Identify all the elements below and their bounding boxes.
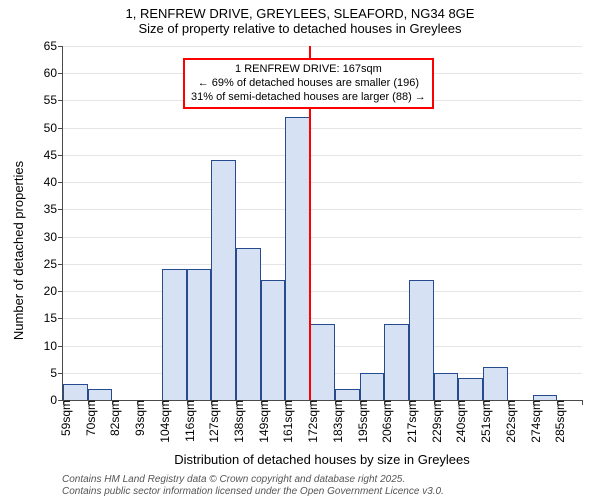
y-tick-label: 25 xyxy=(27,257,63,271)
y-axis-title-text: Number of detached properties xyxy=(12,160,27,339)
y-tick-label: 65 xyxy=(27,39,63,53)
x-tick-label: 195sqm xyxy=(350,400,370,443)
histogram-bar xyxy=(458,378,483,400)
attribution-block: Contains HM Land Registry data © Crown c… xyxy=(62,474,444,498)
attribution-line-1: Contains HM Land Registry data © Crown c… xyxy=(62,474,444,486)
histogram-bar xyxy=(187,269,212,400)
x-tick-label: 104sqm xyxy=(152,400,172,443)
grid-line xyxy=(63,128,582,129)
grid-line xyxy=(63,209,582,210)
x-tick-label: 262sqm xyxy=(498,400,518,443)
y-tick-label: 10 xyxy=(27,339,63,353)
histogram-bar xyxy=(63,384,88,400)
histogram-bar xyxy=(236,248,261,400)
histogram-bar xyxy=(409,280,434,400)
grid-line xyxy=(63,155,582,156)
histogram-bar xyxy=(285,117,310,400)
x-tick-label: 274sqm xyxy=(523,400,543,443)
grid-line xyxy=(63,264,582,265)
annotation-line-3: 31% of semi-detached houses are larger (… xyxy=(191,91,426,105)
y-tick-label: 55 xyxy=(27,93,63,107)
chart-title-line1: 1, RENFREW DRIVE, GREYLEES, SLEAFORD, NG… xyxy=(0,6,600,21)
y-tick-label: 40 xyxy=(27,175,63,189)
x-tick-label: 138sqm xyxy=(226,400,246,443)
y-tick-label: 35 xyxy=(27,202,63,216)
histogram-bar xyxy=(310,324,335,400)
x-tick-label: 149sqm xyxy=(251,400,271,443)
x-tick-label: 229sqm xyxy=(424,400,444,443)
x-tick-mark xyxy=(582,400,583,405)
plot-area: 0510152025303540455055606559sqm70sqm82sq… xyxy=(62,46,582,401)
chart-container: 1, RENFREW DRIVE, GREYLEES, SLEAFORD, NG… xyxy=(0,0,600,500)
grid-line xyxy=(63,182,582,183)
grid-line xyxy=(63,46,582,47)
y-tick-label: 60 xyxy=(27,66,63,80)
x-tick-label: 82sqm xyxy=(102,400,122,436)
annotation-line-1: 1 RENFREW DRIVE: 167sqm xyxy=(191,63,426,77)
histogram-bar xyxy=(211,160,236,400)
x-tick-label: 59sqm xyxy=(53,400,73,436)
x-tick-label: 206sqm xyxy=(374,400,394,443)
x-axis-title: Distribution of detached houses by size … xyxy=(62,452,582,467)
x-tick-label: 183sqm xyxy=(325,400,345,443)
x-tick-label: 161sqm xyxy=(275,400,295,443)
x-tick-label: 240sqm xyxy=(448,400,468,443)
x-tick-label: 116sqm xyxy=(177,400,197,442)
grid-line xyxy=(63,237,582,238)
annotation-line-2: ← 69% of detached houses are smaller (19… xyxy=(191,77,426,91)
histogram-bar xyxy=(88,389,113,400)
histogram-bar xyxy=(434,373,459,400)
histogram-bar xyxy=(384,324,409,400)
grid-line xyxy=(63,318,582,319)
histogram-bar xyxy=(360,373,385,400)
x-tick-label: 251sqm xyxy=(473,400,493,443)
x-tick-label: 127sqm xyxy=(201,400,221,443)
x-tick-label: 172sqm xyxy=(300,400,320,443)
x-tick-label: 285sqm xyxy=(547,400,567,443)
chart-title-block: 1, RENFREW DRIVE, GREYLEES, SLEAFORD, NG… xyxy=(0,0,600,36)
attribution-line-2: Contains public sector information licen… xyxy=(62,486,444,498)
histogram-bar xyxy=(162,269,187,400)
y-tick-label: 5 xyxy=(27,366,63,380)
y-tick-label: 50 xyxy=(27,121,63,135)
chart-title-line2: Size of property relative to detached ho… xyxy=(0,21,600,36)
histogram-bar xyxy=(335,389,360,400)
y-tick-label: 30 xyxy=(27,230,63,244)
histogram-bar xyxy=(483,367,508,400)
x-tick-label: 70sqm xyxy=(78,400,98,436)
y-axis-title: Number of detached properties xyxy=(12,0,26,500)
histogram-bar xyxy=(261,280,286,400)
x-tick-label: 93sqm xyxy=(127,400,147,436)
y-tick-label: 20 xyxy=(27,284,63,298)
y-tick-label: 15 xyxy=(27,311,63,325)
y-tick-label: 45 xyxy=(27,148,63,162)
x-tick-label: 217sqm xyxy=(399,400,419,443)
annotation-box: 1 RENFREW DRIVE: 167sqm ← 69% of detache… xyxy=(183,58,434,109)
grid-line xyxy=(63,291,582,292)
